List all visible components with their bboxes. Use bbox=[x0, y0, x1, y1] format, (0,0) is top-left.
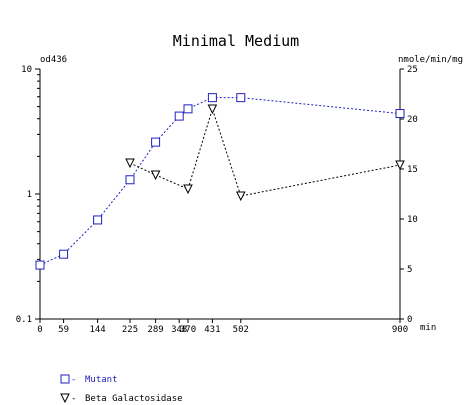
legend-mutant-label: Mutant bbox=[85, 375, 118, 385]
mutant-point bbox=[93, 215, 103, 225]
y-right-tick-label: 20 bbox=[407, 115, 418, 125]
y-right-tick-label: 25 bbox=[407, 65, 418, 75]
y-left-tick-label: 1 bbox=[27, 190, 32, 200]
legend-beta-dash: - bbox=[71, 394, 76, 404]
beta-galactosidase-point bbox=[183, 184, 193, 195]
y-right-tick-label: 10 bbox=[407, 215, 418, 225]
legend-beta-triangle-icon bbox=[60, 393, 70, 404]
legend-beta-label: Beta Galactosidase bbox=[85, 394, 183, 404]
beta-galactosidase-point bbox=[125, 158, 135, 169]
legend-mutant-square-icon bbox=[60, 374, 70, 384]
y-right-tick-label: 0 bbox=[407, 315, 412, 325]
y-left-tick-label: 10 bbox=[21, 65, 32, 75]
x-tick-label: 59 bbox=[58, 325, 69, 335]
x-tick-label: 144 bbox=[89, 325, 105, 335]
mutant-line bbox=[39, 97, 401, 266]
x-axis-label: min bbox=[420, 323, 436, 333]
y-left-tick-label: 0.1 bbox=[16, 315, 32, 325]
x-tick-label: 370 bbox=[180, 325, 196, 335]
mutant-point bbox=[59, 249, 69, 259]
y-right-axis-label: nmole/min/mg bbox=[398, 55, 463, 65]
beta-galactosidase-point bbox=[395, 160, 405, 171]
legend-mutant-dash: - bbox=[71, 375, 76, 385]
x-tick-label: 225 bbox=[122, 325, 138, 335]
mutant-point bbox=[35, 260, 45, 270]
beta-galactosidase-line bbox=[129, 107, 401, 197]
x-tick-label: 348 bbox=[171, 325, 187, 335]
mutant-point bbox=[395, 109, 405, 119]
y-left-axis-label: od436 bbox=[40, 55, 67, 65]
x-tick-label: 289 bbox=[147, 325, 163, 335]
beta-galactosidase-point bbox=[207, 104, 218, 115]
mutant-point bbox=[174, 111, 184, 121]
beta-galactosidase-point bbox=[235, 191, 246, 202]
plot-area bbox=[35, 93, 405, 270]
x-tick-label: 431 bbox=[204, 325, 220, 335]
x-tick-label: 0 bbox=[37, 325, 42, 335]
mutant-point bbox=[151, 137, 161, 147]
x-tick-label: 900 bbox=[392, 325, 408, 335]
y-right-tick-label: 5 bbox=[407, 265, 412, 275]
chart-title: Minimal Medium bbox=[173, 32, 299, 50]
mutant-point bbox=[183, 104, 193, 114]
mutant-point bbox=[207, 93, 217, 103]
mutant-point bbox=[236, 93, 246, 103]
beta-galactosidase-point bbox=[150, 170, 161, 181]
mutant-point bbox=[125, 175, 135, 185]
legend: - Mutant - Beta Galactosidase bbox=[60, 374, 183, 404]
y-right-tick-label: 15 bbox=[407, 165, 418, 175]
x-tick-label: 502 bbox=[233, 325, 249, 335]
